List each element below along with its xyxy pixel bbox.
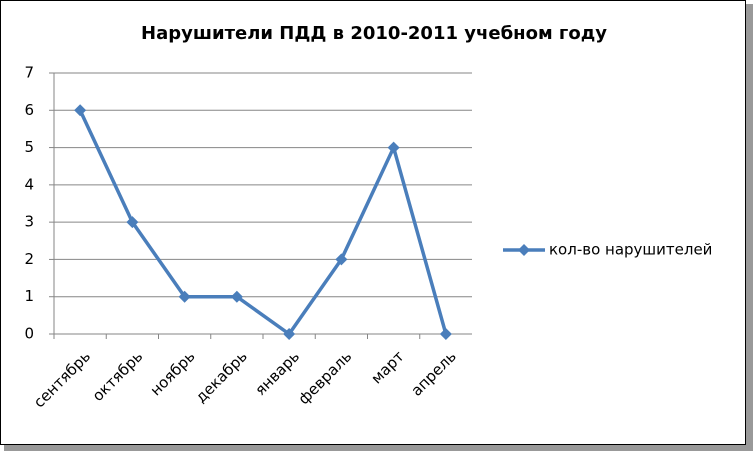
data-point	[74, 104, 87, 117]
data-point	[178, 290, 191, 303]
legend-label: кол-во нарушителей	[549, 241, 712, 259]
y-tick-label: 2	[24, 250, 34, 268]
y-tick-label: 7	[24, 64, 34, 82]
data-point	[230, 290, 243, 303]
data-point	[335, 253, 348, 266]
legend-marker	[518, 244, 530, 256]
y-tick-label: 5	[24, 138, 34, 156]
y-tick-label: 4	[24, 175, 34, 193]
y-tick-label: 3	[24, 213, 34, 231]
y-tick-label: 1	[24, 287, 34, 305]
shadow	[746, 4, 753, 451]
data-point	[439, 328, 452, 340]
data-point	[387, 141, 400, 154]
y-tick-label: 6	[24, 101, 34, 119]
data-line	[78, 109, 448, 336]
y-tick-label: 0	[24, 325, 34, 343]
data-point	[283, 328, 296, 340]
shadow	[4, 445, 753, 451]
chart-title: Нарушители ПДД в 2010-2011 учебном году	[141, 23, 607, 44]
data-point	[126, 216, 139, 229]
